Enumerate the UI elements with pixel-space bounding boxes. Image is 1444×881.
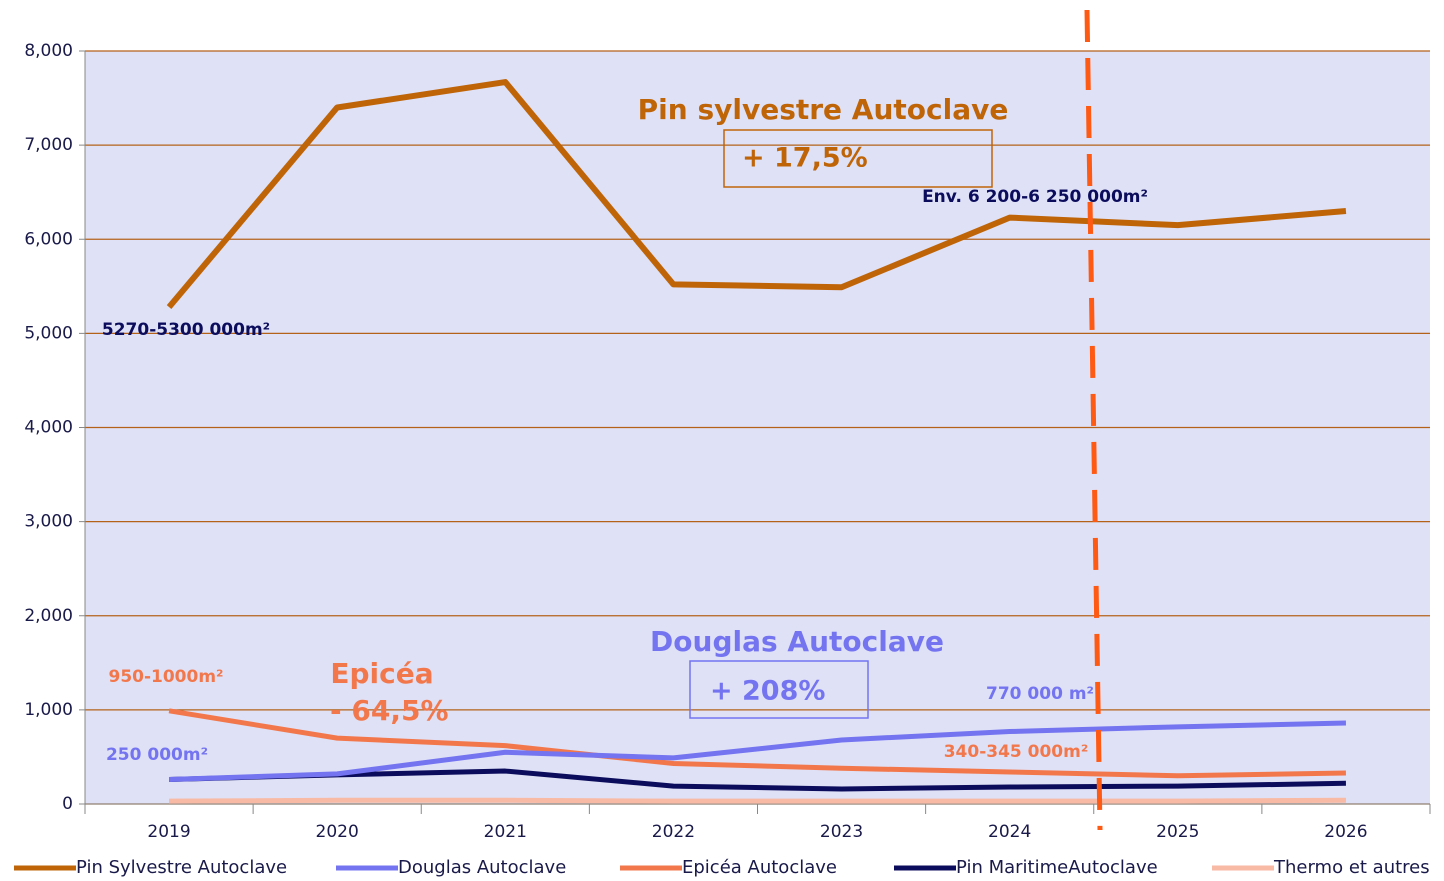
annotation: 250 000m²: [106, 745, 208, 765]
annotation: Env. 6 200-6 250 000m²: [922, 187, 1148, 207]
y-tick-label: 1,000: [24, 700, 73, 720]
series-line: [168, 768, 1346, 792]
x-tick-label: 2024: [988, 822, 1031, 842]
annotation: + 17,5%: [742, 143, 868, 174]
y-tick-label: 7,000: [24, 135, 73, 155]
x-tick-label: 2023: [820, 822, 863, 842]
annotation: Pin sylvestre Autoclave: [638, 93, 1009, 126]
series-line: [168, 708, 1346, 779]
x-tick-label: 2019: [147, 822, 190, 842]
annotation: Douglas Autoclave: [650, 625, 944, 658]
annotation: 5270-5300 000m²: [102, 320, 270, 340]
annotation: 950-1000m²: [108, 667, 223, 687]
series-line: [169, 797, 1346, 804]
y-tick-label: 0: [62, 794, 73, 814]
x-tick-label: 2025: [1156, 822, 1199, 842]
y-tick-label: 3,000: [24, 512, 73, 532]
x-tick-label: 2021: [484, 822, 527, 842]
x-tick-label: 2020: [316, 822, 359, 842]
annotation: - 64,5%: [330, 694, 449, 727]
grid: 0 1,000 2,000 3,000 4,000 5,000 6,000 7,000 8,00…: [24, 41, 1431, 842]
x-tick-label: 2026: [1324, 822, 1367, 842]
legend-label: Pin Sylvestre Autoclave: [76, 857, 287, 878]
annotation-box: [723, 129, 993, 188]
legend-label: Pin MaritimeAutoclave: [956, 857, 1158, 878]
legend-label: Epicéa Autoclave: [682, 857, 837, 878]
y-tick-label: 2,000: [24, 606, 73, 626]
annotation: 770 000 m²: [986, 684, 1094, 704]
series-line: [168, 720, 1346, 783]
annotation-box: [689, 660, 869, 719]
annotation: + 208%: [710, 676, 825, 707]
annotation: 340-345 000m²: [944, 742, 1089, 762]
x-tick-label: 2022: [652, 822, 695, 842]
y-tick-label: 5,000: [24, 323, 73, 343]
forecast-divider: [1084, 9, 1103, 831]
y-tick-label: 8,000: [24, 41, 73, 61]
legend: Pin Sylvestre Autoclave Douglas Autoclave…: [14, 857, 1430, 878]
series-line: [166, 79, 1347, 309]
y-tick-label: 6,000: [24, 229, 73, 249]
annotation: Epicéa: [330, 657, 433, 690]
y-tick-label: 4,000: [24, 418, 73, 438]
lines: [166, 79, 1347, 804]
legend-label: Thermo et autres: [1273, 857, 1430, 878]
legend-label: Douglas Autoclave: [398, 857, 566, 878]
